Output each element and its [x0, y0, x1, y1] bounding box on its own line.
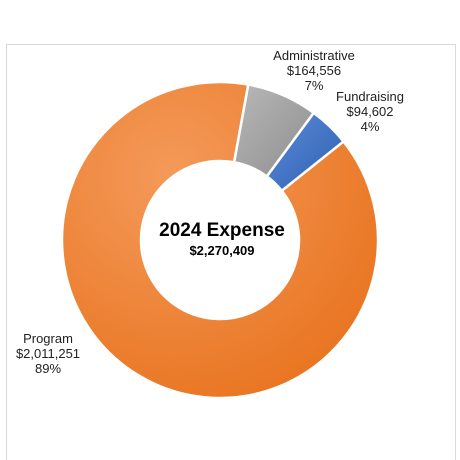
slice-label-fundraising: Fundraising $94,602 4% — [336, 89, 404, 134]
slice-label-program: Program $2,011,251 89% — [16, 331, 80, 376]
slice-fundraising — [265, 111, 346, 193]
slice-program — [60, 80, 380, 400]
chart-title: 2024 Expense — [159, 220, 285, 241]
chart-total: $2,270,409 — [189, 243, 254, 258]
slice-label-administrative: Administrative $164,556 7% — [273, 48, 355, 93]
